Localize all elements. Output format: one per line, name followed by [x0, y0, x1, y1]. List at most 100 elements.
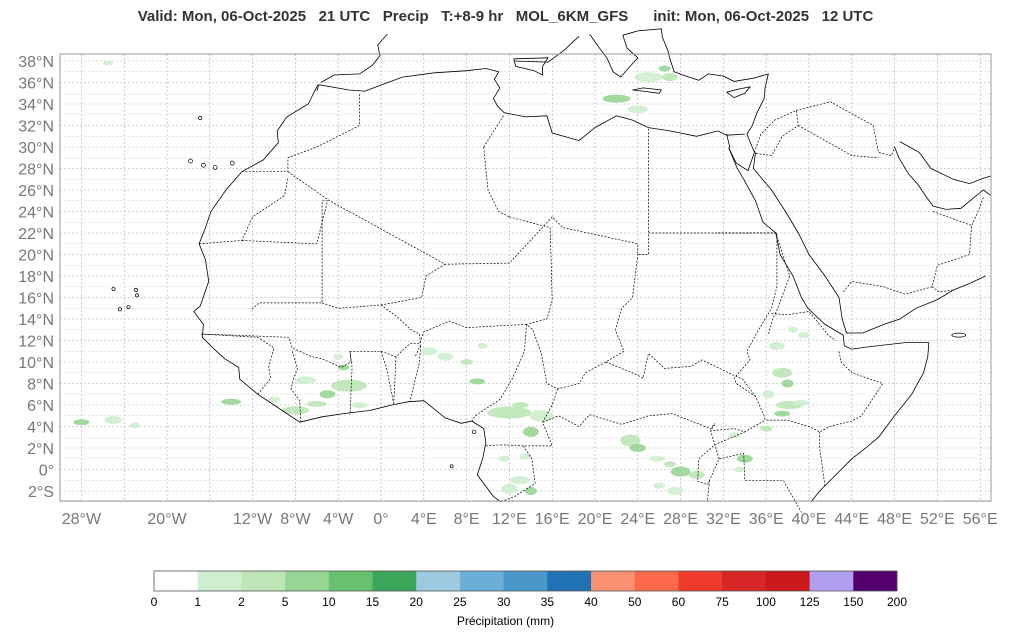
country-border — [719, 452, 802, 513]
country-border — [509, 216, 639, 390]
lon-label: 4°E — [411, 511, 437, 528]
latitude-labels: 38°N 36°N 34°N 32°N 30°N 28°N 26°N 24°N 22°N 20°N… — [18, 54, 54, 501]
colorbar-swatch — [809, 571, 854, 591]
precip-area — [337, 364, 350, 371]
precip-area — [519, 453, 532, 460]
colorbar-swatch — [241, 571, 286, 591]
colorbar-tick-label: 5 — [282, 595, 289, 609]
country-border — [393, 356, 397, 403]
precip-area — [768, 341, 785, 350]
country-border — [501, 388, 558, 447]
precip-area — [319, 390, 336, 399]
lat-label: 36°N — [18, 76, 54, 93]
country-border — [605, 352, 766, 433]
country-border — [201, 320, 527, 368]
lon-label: 12°W — [233, 511, 273, 528]
sao-tome-island — [449, 464, 454, 469]
canary-island — [201, 162, 206, 168]
arabia-coast — [752, 152, 986, 334]
sicily-coast — [513, 57, 549, 76]
colorbar-tick-label: 60 — [672, 595, 686, 609]
cyprus-coast — [726, 86, 752, 99]
lon-label: 48°E — [877, 511, 912, 528]
lat-label: 32°N — [18, 119, 54, 136]
lat-label: 16°N — [18, 291, 54, 308]
north-africa-coast — [316, 68, 745, 142]
colorbar-tick-label: 100 — [756, 595, 776, 609]
west-africa-coast — [193, 84, 502, 503]
map-frame — [59, 53, 992, 502]
precip-area — [498, 455, 511, 462]
colorbar: 0 1 2 5 10 15 20 25 30 35 40 50 60 75 100 125 150 200 — [151, 570, 907, 609]
canary-island — [229, 160, 235, 166]
cape-verde-island — [135, 293, 139, 298]
lat-label: 0° — [39, 463, 54, 480]
lon-label: 36°E — [749, 511, 784, 528]
country-border — [409, 345, 421, 402]
precip-area — [510, 476, 531, 485]
colorbar-frame — [153, 570, 898, 592]
precip-area — [787, 326, 798, 333]
lat-label: 4°N — [27, 420, 54, 437]
colorbar-tick-label: 75 — [715, 595, 729, 609]
precip-area — [522, 426, 539, 437]
lon-label: 56°E — [963, 511, 998, 528]
precip-area — [501, 483, 518, 494]
precip-area — [333, 353, 344, 360]
lat-label: 24°N — [18, 205, 54, 222]
sinai-coast — [728, 133, 755, 172]
colorbar-tick-label: 35 — [541, 595, 555, 609]
cape-verde-island — [111, 286, 116, 291]
colorbar-swatch — [722, 571, 767, 591]
country-border — [241, 93, 360, 173]
precip-area — [477, 342, 488, 349]
crete-coast — [632, 87, 662, 94]
colorbar-tick-label: 125 — [800, 595, 820, 609]
precip-area — [734, 466, 745, 473]
country-border — [500, 445, 536, 503]
colorbar-tick-label: 30 — [497, 595, 511, 609]
lon-label: 52°E — [920, 511, 955, 528]
colorbar-swatch — [678, 571, 723, 591]
precip-area — [221, 398, 242, 405]
lon-label: 44°E — [834, 511, 869, 528]
east-med-coast — [589, 28, 769, 135]
precip-area — [104, 416, 123, 425]
colorbar-swatch — [634, 571, 679, 591]
country-border — [718, 232, 778, 397]
madeira-island — [198, 116, 203, 120]
precip-area — [129, 422, 140, 429]
country-border — [931, 211, 972, 293]
socotra-island — [951, 332, 967, 338]
canary-island — [212, 165, 218, 170]
precip-area — [620, 434, 641, 447]
colorbar-tick-label: 20 — [410, 595, 424, 609]
country-border — [542, 413, 716, 430]
country-border — [201, 333, 275, 395]
longitude-labels: 28°W 20°W 12°W 8°W 4°W 0° 4°E 8°E 12°E 16°E 20°E 24… — [62, 511, 998, 528]
lat-label: 2°N — [27, 441, 54, 458]
precip-area — [688, 470, 705, 479]
precip-area — [306, 400, 327, 407]
precip-area — [661, 73, 678, 82]
country-border — [971, 197, 984, 226]
country-border — [842, 281, 933, 295]
lon-label: 4°W — [323, 511, 354, 528]
country-border — [798, 125, 879, 159]
precip-area — [529, 409, 554, 422]
precip-area — [487, 406, 532, 419]
country-border — [321, 302, 421, 357]
colorbar-tick-label: 2 — [238, 595, 245, 609]
country-border — [706, 480, 710, 502]
precip-area — [73, 419, 90, 426]
iberia-coast — [320, 33, 388, 83]
lat-label: 12°N — [18, 334, 54, 351]
country-border — [380, 351, 395, 404]
colorbar-tick-label: 15 — [366, 595, 380, 609]
cape-verde-island — [134, 288, 138, 292]
country-border — [380, 263, 446, 306]
precip-area — [634, 72, 663, 83]
gulf-coast — [894, 146, 992, 210]
precip-area — [658, 65, 671, 72]
